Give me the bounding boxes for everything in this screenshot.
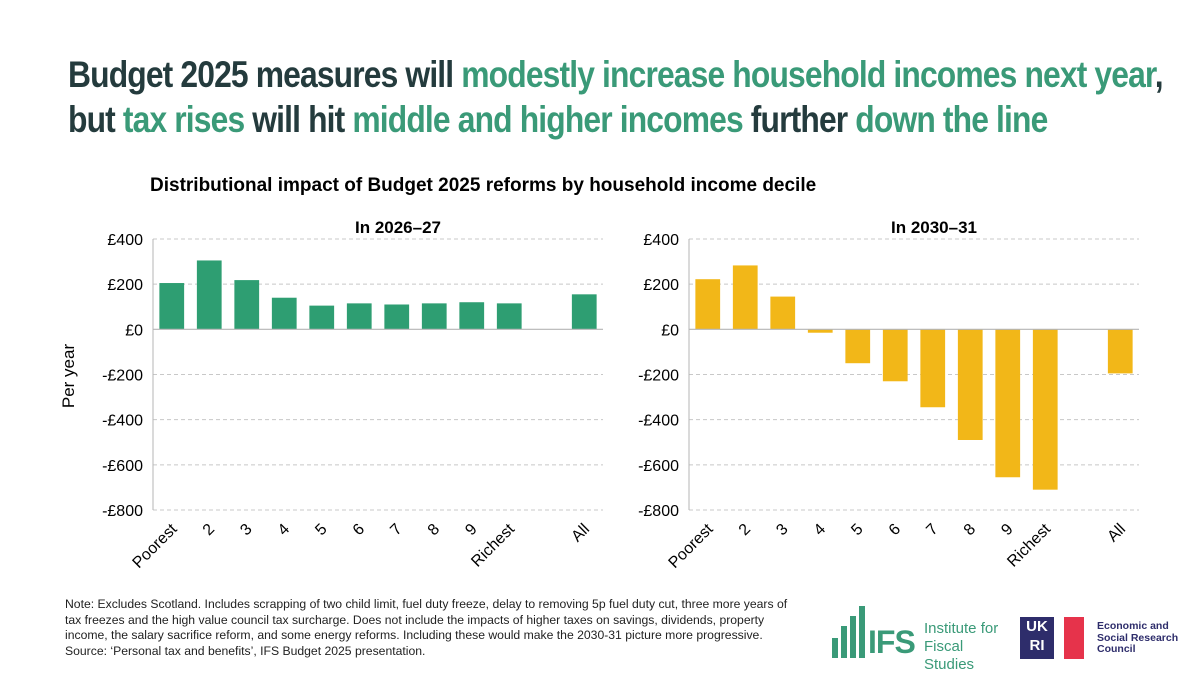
ifs-name: Institute for Fiscal Studies [924,620,999,673]
bar [459,302,485,330]
x-tick-label: Poorest [666,520,717,571]
x-tick-label: 7 [923,521,941,539]
bar [571,294,597,330]
headline-seg: will hit [244,99,353,140]
panel-title: In 2026–27 [355,218,441,237]
ifs-mark: IFS [868,624,916,660]
y-tick-label: -£400 [102,413,143,430]
x-tick-label: 4 [811,521,829,539]
bar [1032,329,1058,490]
footnote: Note: Excludes Scotland. Includes scrapp… [65,597,788,658]
y-tick-label: -£800 [102,503,143,520]
x-tick-label: 2 [736,521,754,539]
headline: Budget 2025 measures will modestly incre… [68,52,1164,142]
bar [384,304,410,330]
bar [807,329,833,333]
bar [1107,329,1133,374]
x-tick-label: Poorest [130,520,181,571]
x-tick-label: 5 [312,521,330,539]
headline-line-1: Budget 2025 measures will modestly incre… [68,52,1164,97]
x-tick-label: 8 [425,521,443,539]
x-tick-label: All [1104,521,1129,546]
bar [920,329,946,408]
y-tick-label: -£200 [638,368,679,385]
panel-title: In 2030–31 [891,218,977,237]
bar [995,329,1021,478]
x-tick-label: Richest [1004,520,1054,570]
y-tick-label: £200 [643,277,679,294]
y-tick-label: £400 [643,232,679,249]
ifs-logo: IFS Institute for Fiscal Studies [832,606,1002,673]
bar [196,260,222,330]
bar [234,280,260,330]
ifs-bars-icon [832,606,866,658]
y-tick-label: £0 [125,322,143,339]
headline-line-2: but tax rises will hit middle and higher… [68,97,1048,142]
bar [159,283,185,330]
y-axis-label: Per year [59,344,78,409]
headline-seg: , [1154,54,1164,95]
bar [957,329,983,440]
x-tick-label: All [568,521,593,546]
headline-seg-highlight: middle and higher incomes [352,99,743,140]
y-tick-label: -£400 [638,413,679,430]
ukri-logo: UK RI [1020,617,1084,659]
headline-seg: Budget 2025 measures will [68,54,462,95]
bar [346,303,372,330]
x-tick-label: 6 [350,521,368,539]
y-tick-label: £200 [107,277,143,294]
y-tick-label: -£600 [102,458,143,475]
esrc-name: Economic and Social Research Council [1097,620,1179,655]
x-tick-label: 7 [387,521,405,539]
headline-seg-highlight: down the line [855,99,1048,140]
bar [845,329,871,364]
headline-seg: further [742,99,856,140]
bar [271,297,297,330]
bar [732,265,758,330]
x-tick-label: 6 [886,521,904,539]
chart-title: Distributional impact of Budget 2025 ref… [150,175,817,196]
headline-seg: but [68,99,123,140]
x-tick-label: 2 [200,521,218,539]
bar [421,303,447,330]
headline-seg-highlight: tax rises [122,99,245,140]
x-tick-label: 9 [998,521,1016,539]
y-tick-label: -£800 [638,503,679,520]
ukri-mark: UK RI [1020,617,1054,659]
headline-seg-highlight: modestly increase household incomes next… [461,54,1155,95]
x-tick-label: 4 [275,521,293,539]
bar [882,329,908,382]
bar [770,296,796,330]
y-tick-label: -£600 [638,458,679,475]
x-tick-label: 9 [462,521,480,539]
y-tick-label: £0 [661,322,679,339]
bar [309,305,335,330]
x-tick-label: 5 [848,521,866,539]
x-tick-label: Richest [468,520,518,570]
bar [695,279,721,330]
ukri-flag-icon [1064,617,1084,659]
x-tick-label: 3 [237,521,255,539]
bar [496,303,522,330]
x-tick-label: 3 [773,521,791,539]
x-tick-label: 8 [961,521,979,539]
y-tick-label: -£200 [102,368,143,385]
y-tick-label: £400 [107,232,143,249]
